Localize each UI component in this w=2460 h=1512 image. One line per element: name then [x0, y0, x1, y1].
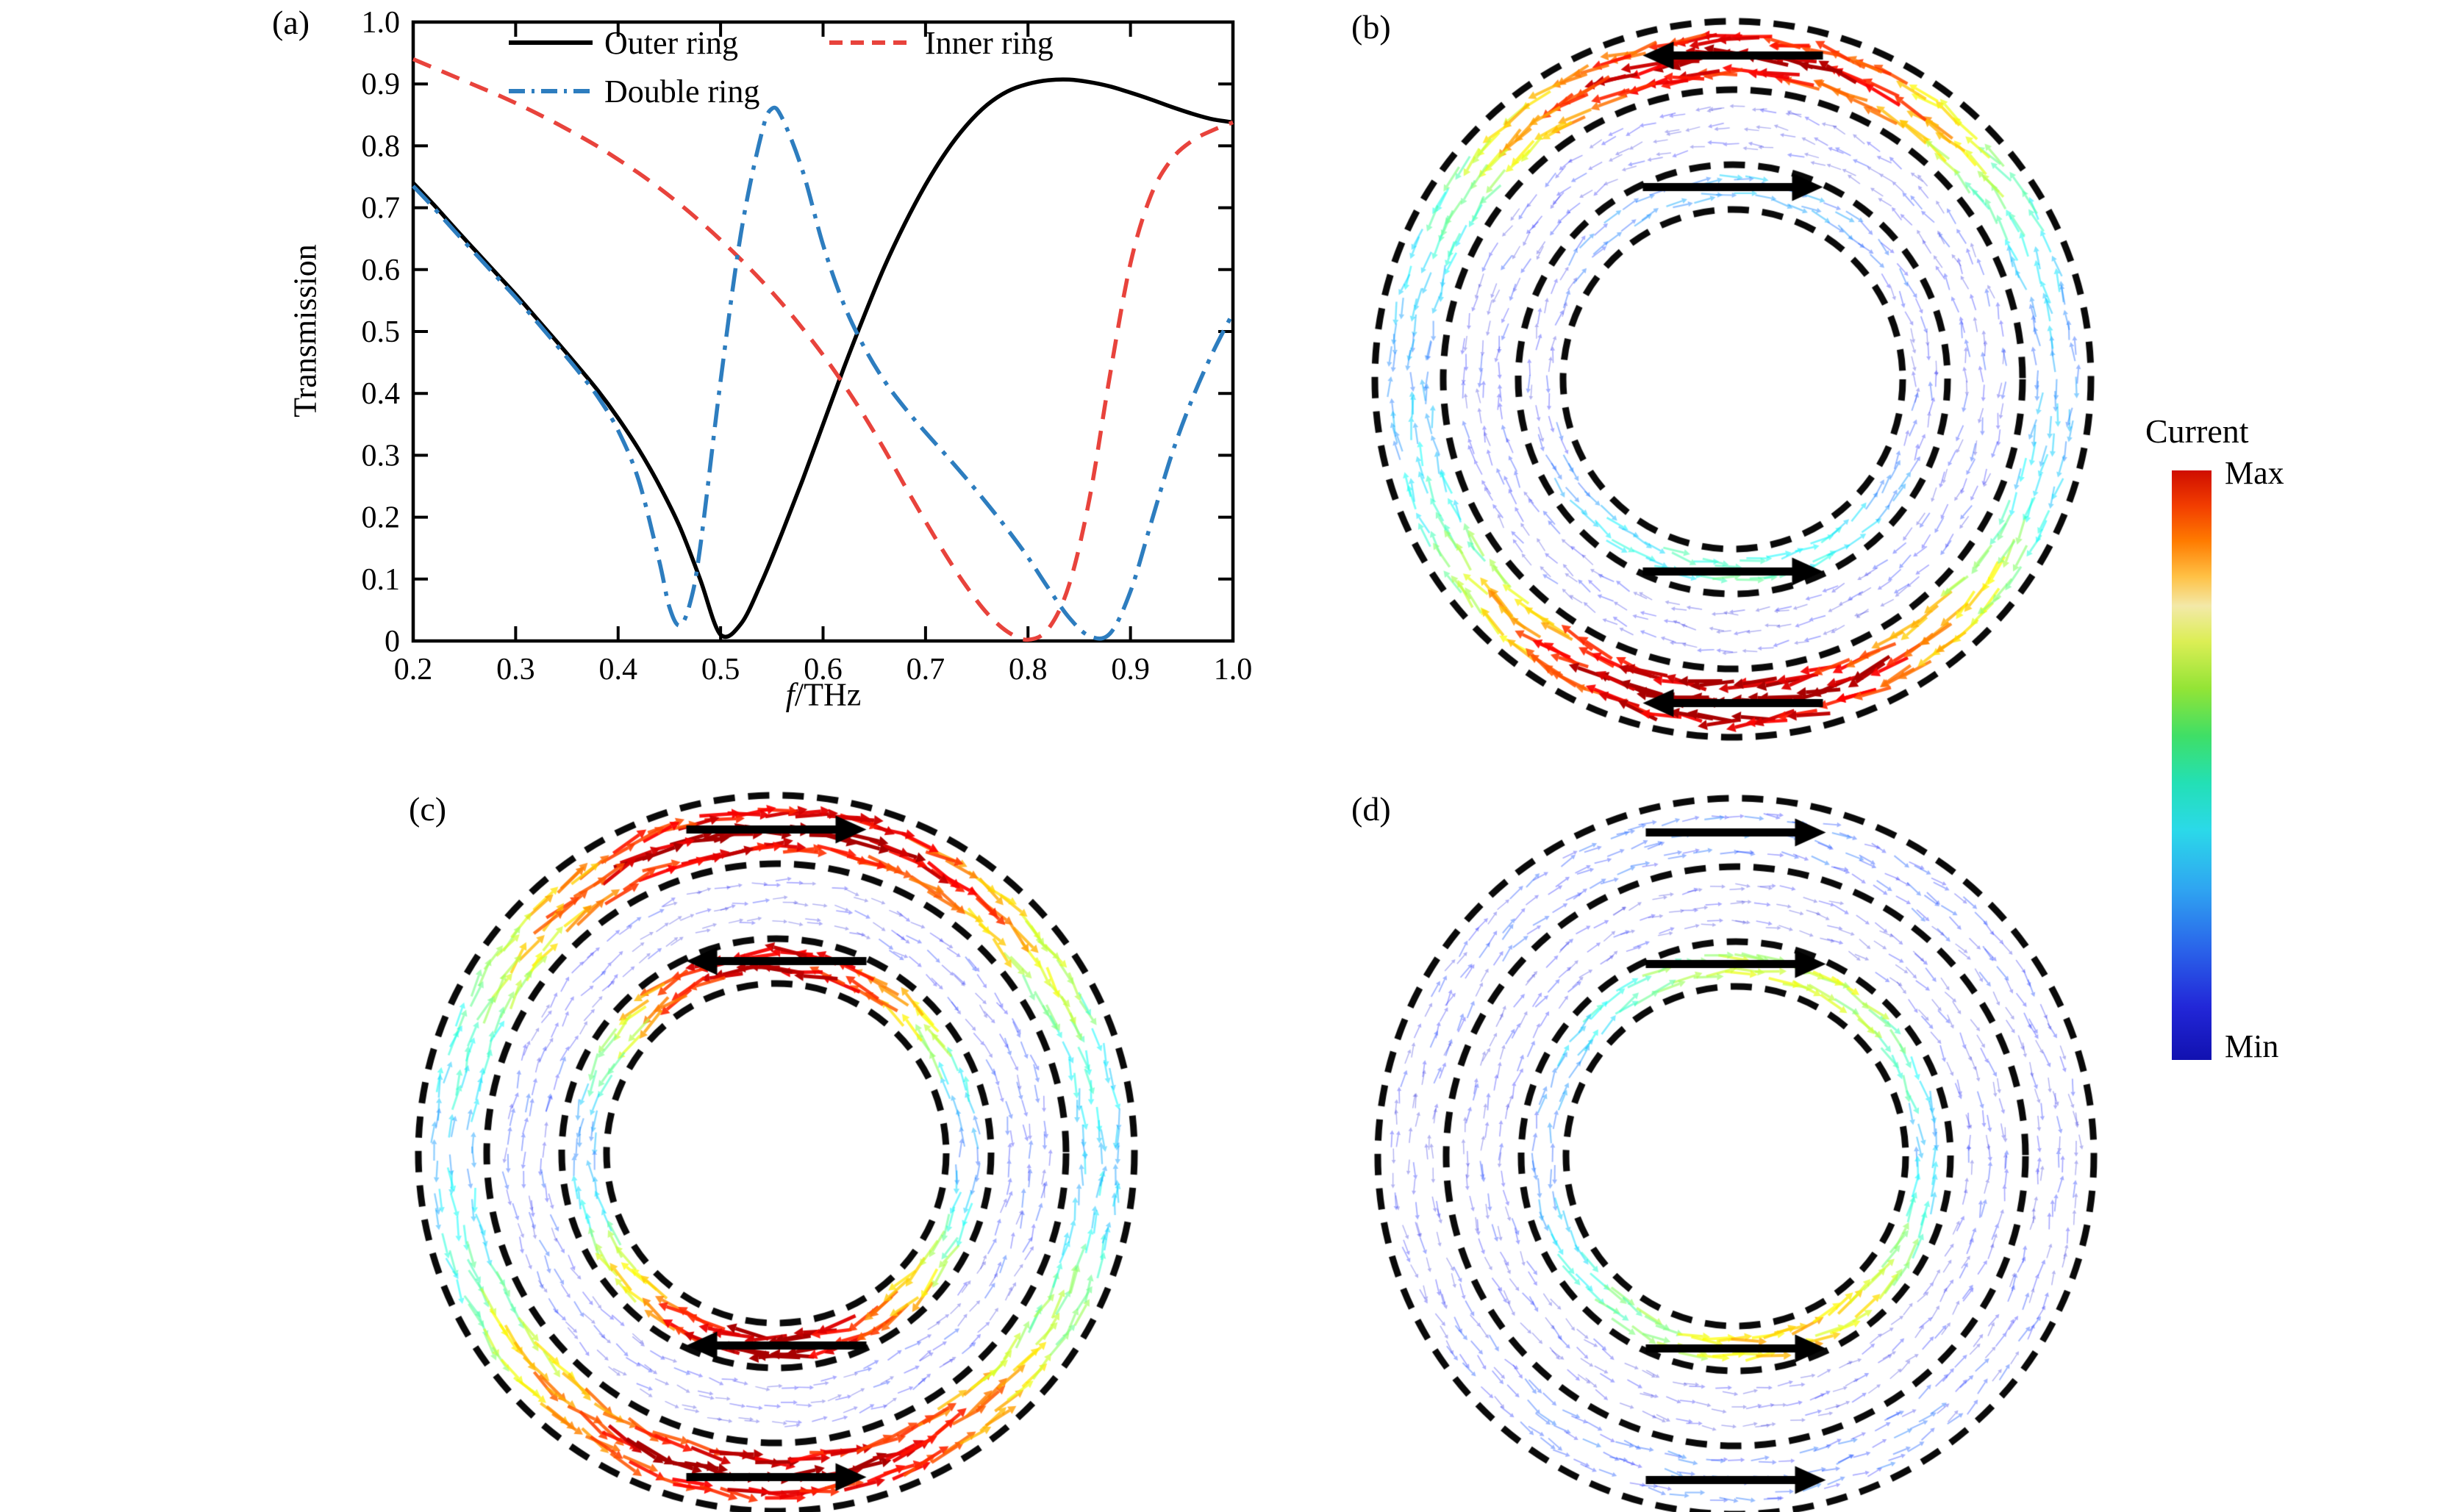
transmission-chart: 0.2 0.3 0.4 0.5 0.6 0.7 0.8 0.9 1.0 0 0.1 0.2 0.3 0.4… — [362, 6, 1253, 687]
legend-item-outer-ring: Outer ring — [507, 24, 739, 61]
legend-label-double-ring: Double ring — [604, 73, 760, 110]
legend-line-dashed-icon — [829, 40, 913, 45]
legend-label-inner-ring: Inner ring — [925, 24, 1054, 61]
current-distribution-panel-c — [405, 782, 1148, 1512]
svg-text:0.8: 0.8 — [1009, 653, 1048, 687]
svg-text:0.9: 0.9 — [1111, 653, 1150, 687]
svg-text:0.5: 0.5 — [701, 653, 740, 687]
legend-line-solid-icon — [509, 40, 593, 45]
svg-text:0.7: 0.7 — [362, 192, 401, 226]
svg-text:0.1: 0.1 — [362, 563, 401, 597]
svg-text:0.5: 0.5 — [362, 315, 401, 349]
svg-text:0: 0 — [385, 625, 400, 659]
svg-text:1.0: 1.0 — [1214, 653, 1253, 687]
legend-line-dashdot-icon — [509, 89, 593, 93]
svg-text:0.3: 0.3 — [362, 439, 401, 473]
colorbar-min-label: Min — [2225, 1028, 2279, 1064]
panel-a-label: (a) — [272, 4, 310, 41]
svg-text:1.0: 1.0 — [362, 6, 401, 40]
x-axis-label: f/THz — [786, 676, 862, 714]
svg-text:0.3: 0.3 — [496, 653, 535, 687]
svg-text:0.4: 0.4 — [599, 653, 638, 687]
colorbar-title: Current — [2145, 412, 2249, 450]
svg-text:0.7: 0.7 — [907, 653, 945, 687]
current-distribution-panel-d — [1365, 785, 2107, 1512]
legend-item-double-ring: Double ring — [507, 73, 760, 110]
svg-text:0.6: 0.6 — [362, 254, 401, 287]
x-axis-label-unit: /THz — [794, 676, 862, 713]
legend-item-inner-ring: Inner ring — [828, 24, 1054, 61]
svg-text:0.4: 0.4 — [362, 377, 401, 411]
x-axis-label-f: f — [785, 676, 795, 713]
svg-text:0.9: 0.9 — [362, 68, 401, 101]
colorbar-gradient — [2172, 470, 2212, 1060]
svg-text:0.2: 0.2 — [394, 653, 433, 687]
legend-label-outer-ring: Outer ring — [604, 24, 739, 61]
svg-text:0.2: 0.2 — [362, 501, 401, 535]
colorbar-max-label: Max — [2225, 455, 2284, 491]
y-axis-label: Transmission — [287, 244, 323, 418]
current-distribution-panel-b — [1362, 8, 2104, 750]
svg-text:0.8: 0.8 — [362, 129, 401, 163]
